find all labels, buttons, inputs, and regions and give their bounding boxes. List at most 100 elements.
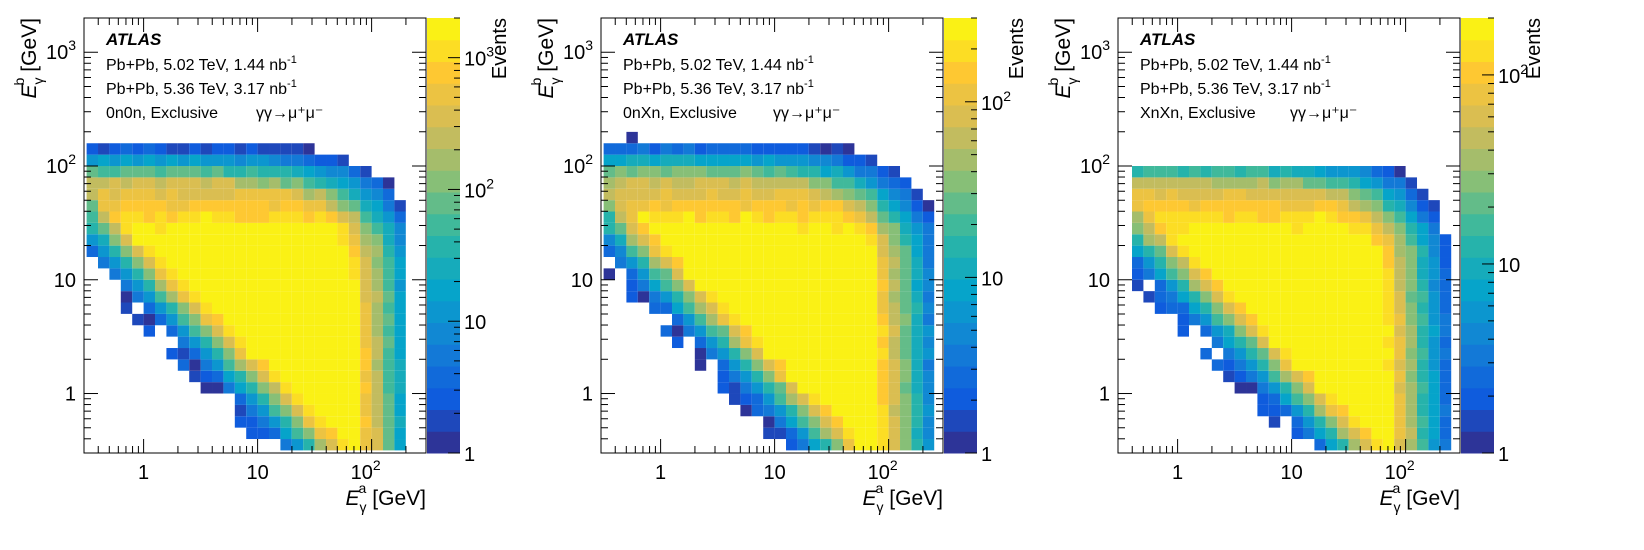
heatmap-cell xyxy=(1348,200,1361,212)
heatmap-cell xyxy=(774,427,787,440)
heatmap-cell xyxy=(1382,348,1395,360)
heatmap-cell xyxy=(1257,348,1269,360)
heatmap-cell xyxy=(360,427,372,440)
heatmap-cell xyxy=(291,211,304,223)
heatmap-cell xyxy=(166,302,178,314)
heatmap-cell xyxy=(1314,291,1326,303)
heatmap-cell xyxy=(1291,177,1304,189)
heatmap-cell xyxy=(177,200,190,212)
heatmap-cell xyxy=(360,257,372,269)
heatmap-cell xyxy=(257,257,270,269)
heatmap-cell xyxy=(797,416,809,428)
heatmap-cell xyxy=(1303,234,1315,246)
heatmap-cell xyxy=(763,348,775,360)
heatmap-cell xyxy=(1200,268,1212,280)
heatmap-cell xyxy=(383,325,395,337)
colorbar-tick-label: 1 xyxy=(464,444,475,466)
heatmap-cell xyxy=(303,439,315,451)
heatmap-cell xyxy=(820,393,832,405)
heatmap-cell xyxy=(774,336,787,349)
heatmap-cell xyxy=(843,177,855,189)
heatmap-cell xyxy=(694,348,707,360)
heatmap-cell xyxy=(911,427,923,440)
heatmap-cell xyxy=(189,370,201,383)
heatmap-cell xyxy=(371,336,384,349)
heatmap-cell xyxy=(234,291,247,303)
colorbar-level xyxy=(944,322,977,345)
heatmap-cell xyxy=(269,348,281,360)
heatmap-cell xyxy=(1154,291,1167,303)
heatmap-cell xyxy=(1360,188,1372,201)
heatmap-cell xyxy=(774,393,787,405)
heatmap-cell xyxy=(774,416,787,428)
heatmap-cell xyxy=(1200,302,1212,314)
heatmap-cell xyxy=(132,268,144,280)
heatmap-cell xyxy=(177,359,190,371)
heatmap-cell xyxy=(1417,257,1429,269)
heatmap-cell xyxy=(109,143,121,155)
heatmap-cell xyxy=(865,257,878,269)
heatmap-cell xyxy=(1325,188,1338,201)
heatmap-cell xyxy=(740,268,752,280)
heatmap-cell xyxy=(740,234,752,246)
heatmap-cell xyxy=(212,200,224,212)
heatmap-cell xyxy=(626,177,638,189)
heatmap-cell xyxy=(326,370,338,383)
heatmap-cell xyxy=(223,268,235,280)
heatmap-cell xyxy=(1177,211,1190,223)
heatmap-cell xyxy=(177,177,190,189)
heatmap-cell xyxy=(1291,222,1304,235)
heatmap-cell xyxy=(337,268,349,280)
heatmap-cell xyxy=(854,291,866,303)
heatmap-cell xyxy=(900,439,912,451)
heatmap-cell xyxy=(1360,257,1372,269)
heatmap-cell xyxy=(246,393,258,405)
heatmap-cell xyxy=(1280,302,1292,314)
heatmap-cell xyxy=(877,416,889,428)
heatmap-cell xyxy=(1314,257,1326,269)
heatmap-cell xyxy=(1211,302,1224,314)
heatmap-cell xyxy=(1223,336,1235,349)
heatmap-cell xyxy=(280,166,292,178)
heatmap-cell xyxy=(1325,302,1338,314)
heatmap-cell xyxy=(843,302,855,314)
heatmap-cell xyxy=(1211,313,1224,326)
heatmap-cell xyxy=(1394,245,1406,258)
heatmap-cell xyxy=(291,313,304,326)
heatmap-cell xyxy=(1211,325,1224,337)
heatmap-cell xyxy=(626,291,638,303)
heatmap-cell xyxy=(683,279,695,292)
axis-ticks xyxy=(600,17,944,454)
heatmap-cell xyxy=(694,336,707,349)
heatmap-cell xyxy=(1348,257,1361,269)
heatmap-cell xyxy=(808,291,821,303)
heatmap-cell xyxy=(1325,370,1338,383)
heatmap-cell xyxy=(751,336,764,349)
heatmap-cell xyxy=(246,166,258,178)
heatmap-cell xyxy=(1360,348,1372,360)
heatmap-cell xyxy=(1143,291,1155,303)
heatmap-cell xyxy=(1132,188,1144,201)
heatmap-cell xyxy=(234,268,247,280)
heatmap-cell xyxy=(360,382,372,394)
heatmap-cell xyxy=(888,302,901,314)
heatmap-cell xyxy=(246,302,258,314)
heatmap-cell xyxy=(820,302,832,314)
heatmap-cell xyxy=(1177,291,1190,303)
heatmap-cell xyxy=(383,200,395,212)
heatmap-cell xyxy=(888,393,901,405)
heatmap-cell xyxy=(234,393,247,405)
heatmap-cell xyxy=(1371,427,1383,440)
heatmap-cell xyxy=(280,359,292,371)
heatmap-cell xyxy=(1337,348,1349,360)
heatmap-cell xyxy=(1394,416,1406,428)
heatmap-cell xyxy=(683,154,695,167)
heatmap-cell xyxy=(694,154,707,167)
heatmap-cell xyxy=(1439,245,1452,258)
heatmap-cell xyxy=(1394,222,1406,235)
heatmap-cell xyxy=(740,143,752,155)
heatmap-cell xyxy=(269,370,281,383)
heatmap-cell xyxy=(143,188,156,201)
heatmap-cell xyxy=(1439,359,1452,371)
